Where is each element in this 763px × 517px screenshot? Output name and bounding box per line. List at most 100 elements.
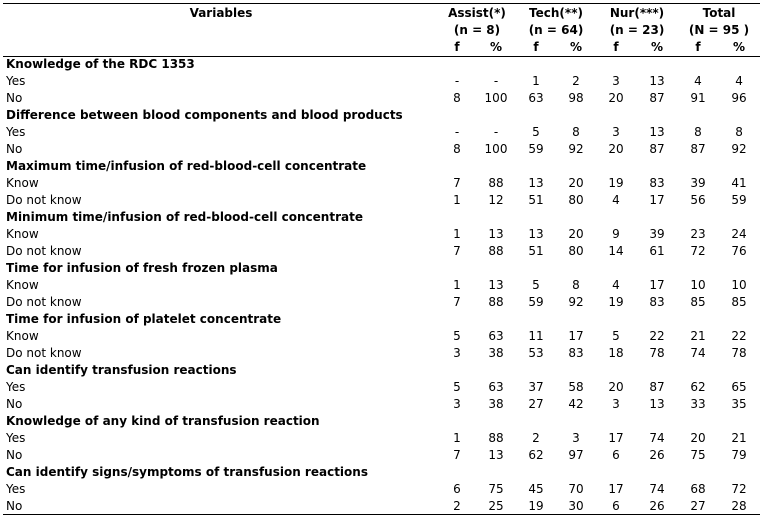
row-label: Yes [6,431,26,445]
table-cell: 45 [528,482,544,496]
row-label: Do not know [6,346,82,360]
table-cell: 24 [731,227,747,241]
table-cell: 5 [453,380,461,394]
table-cell: - [454,74,460,88]
group-n-total: (N = 95 ) [688,23,750,37]
table-cell: 8 [572,278,580,292]
table-cell: 74 [649,431,665,445]
section-title: Time for infusion of platelet concentrat… [6,312,282,326]
row-label: No [6,397,23,411]
table-cell: 27 [690,499,706,513]
table-row: Do not know 7 88 51 80 14 61 72 76 [4,243,760,260]
table-cell: 20 [568,176,584,190]
table-row: Do not know 3 38 53 83 18 78 74 78 [4,345,760,362]
table-cell: - [493,74,499,88]
table-row: Know 1 13 13 20 9 39 23 24 [4,226,760,243]
table-cell: 85 [731,295,747,309]
table-cell: 38 [488,346,504,360]
table-row: Yes - - 5 8 3 13 8 8 [4,124,760,141]
section-row: Maximum time/infusion of red-blood-cell … [4,158,760,175]
table-cell: 19 [608,176,624,190]
table-cell: 8 [735,125,743,139]
group-n-nur: (n = 23) [609,23,665,37]
table-cell: 3 [453,346,461,360]
header-row-n: (n = 8) (n = 64) (n = 23) (N = 95 ) [4,22,760,39]
table-cell: 72 [731,482,747,496]
table-cell: 75 [690,448,706,462]
section-row: Time for infusion of fresh frozen plasma [4,260,760,277]
table-cell: 22 [731,329,747,343]
row-label: Do not know [6,193,82,207]
section-title: Knowledge of any kind of transfusion rea… [6,414,320,428]
table-cell: 5 [612,329,620,343]
table-cell: 74 [690,346,706,360]
row-label: Know [6,329,39,343]
table-row: No 8 100 63 98 20 87 91 96 [4,90,760,107]
table-row: No 8 100 59 92 20 87 87 92 [4,141,760,158]
table-cell: 30 [568,499,584,513]
table-cell: 10 [690,278,706,292]
table-cell: 1 [453,227,461,241]
table-cell: 13 [488,278,504,292]
table-row: No 2 25 19 30 6 26 27 28 [4,498,760,515]
table-cell: 92 [568,295,584,309]
table-cell: 1 [453,431,461,445]
row-label: Yes [6,482,26,496]
table-cell: 96 [731,91,747,105]
table-cell: 13 [528,227,544,241]
group-header-assist: Assist(*) [448,6,506,20]
table-cell: 3 [612,397,620,411]
table-cell: 13 [528,176,544,190]
row-label: Know [6,176,39,190]
row-label: No [6,142,23,156]
group-n-tech: (n = 64) [528,23,584,37]
table-cell: - [493,125,499,139]
group-header-total: Total [702,6,736,20]
section-row: Difference between blood components and … [4,107,760,124]
section-row: Knowledge of any kind of transfusion rea… [4,413,760,430]
table-cell: 56 [690,193,706,207]
table-cell: 22 [649,329,665,343]
table-cell: 75 [488,482,504,496]
table-cell: 42 [568,397,584,411]
table-cell: 1 [532,74,540,88]
table-cell: 87 [649,142,665,156]
section-row: Can identify transfusion reactions [4,362,760,379]
table-cell: 85 [690,295,706,309]
table-cell: 4 [612,278,620,292]
row-label: Yes [6,125,26,139]
row-label: No [6,91,23,105]
table-cell: 3 [453,397,461,411]
section-title: Maximum time/infusion of red-blood-cell … [6,159,367,173]
table-cell: 1 [453,193,461,207]
sub-header: f [454,40,460,54]
table-cell: 63 [488,380,504,394]
header-spacer [4,39,438,56]
table-cell: 88 [488,431,504,445]
table-cell: 13 [649,397,665,411]
table-row: Know 5 63 11 17 5 22 21 22 [4,328,760,345]
table-cell: 20 [690,431,706,445]
row-label: No [6,448,23,462]
table-cell: 3 [612,74,620,88]
table-cell: 17 [608,482,624,496]
results-table: Variables Assist(*) Tech(**) Nur(***) To… [4,5,760,515]
table-row: Do not know 7 88 59 92 19 83 85 85 [4,294,760,311]
table-cell: 2 [453,499,461,513]
sub-header: f [695,40,701,54]
table-cell: 78 [649,346,665,360]
table-cell: - [454,125,460,139]
section-title: Can identify transfusion reactions [6,363,237,377]
table-cell: 6 [612,499,620,513]
table-cell: 20 [608,380,624,394]
table-cell: 91 [690,91,706,105]
table-cell: 76 [731,244,747,258]
table-cell: 62 [690,380,706,394]
table-cell: 100 [484,142,508,156]
table-row: Yes 6 75 45 70 17 74 68 72 [4,481,760,498]
table-cell: 51 [528,244,544,258]
table-cell: 83 [649,176,665,190]
table-row: Yes 5 63 37 58 20 87 62 65 [4,379,760,396]
table-row: Know 1 13 5 8 4 17 10 10 [4,277,760,294]
table-cell: 92 [568,142,584,156]
